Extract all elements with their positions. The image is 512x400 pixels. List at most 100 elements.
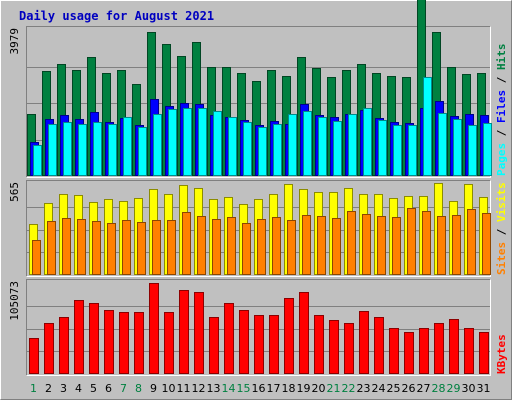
day-label-29: 29 [447, 382, 461, 395]
day-label-13: 13 [207, 382, 221, 395]
day-label-14: 14 [222, 382, 236, 395]
bar-kbytes-kbytes-day-7 [119, 312, 129, 374]
bar-kbytes-kbytes-day-1 [29, 338, 39, 374]
day-label-17: 17 [267, 382, 281, 395]
bar-kbytes-kbytes-day-9 [149, 283, 159, 374]
bar-kbytes-kbytes-day-15 [239, 310, 249, 374]
legend-item-hits: Hits [495, 44, 508, 71]
bar-visits-sites-day-28 [437, 216, 446, 275]
day-label-28: 28 [432, 382, 446, 395]
day-label-19: 19 [297, 382, 311, 395]
day-label-8: 8 [135, 382, 142, 395]
bar-hits-pages-day-9 [153, 114, 162, 176]
panel-visits-bevel-light [26, 180, 491, 277]
bar-kbytes-kbytes-day-22 [344, 323, 354, 374]
legend-separator: / [495, 222, 508, 242]
bar-visits-sites-day-2 [47, 221, 56, 275]
bar-kbytes-kbytes-day-27 [419, 328, 429, 374]
bar-hits-pages-day-28 [438, 113, 447, 176]
bar-visits-sites-day-7 [122, 220, 131, 275]
bar-kbytes-kbytes-day-12 [194, 292, 204, 374]
bar-kbytes-kbytes-day-10 [164, 312, 174, 374]
day-label-22: 22 [342, 382, 356, 395]
day-label-23: 23 [357, 382, 371, 395]
bar-visits-sites-day-29 [452, 215, 461, 275]
bar-kbytes-kbytes-day-31 [479, 332, 489, 374]
bar-visits-sites-day-31 [482, 213, 491, 275]
day-label-21: 21 [327, 382, 341, 395]
bar-visits-sites-day-14 [227, 217, 236, 275]
bar-visits-sites-day-13 [212, 219, 221, 275]
day-label-2: 2 [45, 382, 52, 395]
bar-hits-pages-day-17 [273, 124, 282, 176]
day-label-11: 11 [177, 382, 191, 395]
day-label-30: 30 [462, 382, 476, 395]
panel-kbytes-legend: KBytes [495, 334, 508, 374]
bar-visits-sites-day-19 [302, 215, 311, 275]
bar-hits-pages-day-23 [363, 108, 372, 176]
bar-kbytes-kbytes-day-3 [59, 317, 69, 374]
bar-hits-pages-day-13 [213, 111, 222, 176]
bar-visits-sites-day-26 [407, 208, 416, 275]
day-label-3: 3 [60, 382, 67, 395]
bar-visits-sites-day-30 [467, 209, 476, 275]
panel-kbytes-bevel-dark [26, 279, 491, 376]
bar-visits-sites-day-6 [107, 223, 116, 275]
bar-hits-pages-day-20 [318, 117, 327, 176]
panel-kbytes-bevel-light [26, 279, 491, 376]
chart-panels: 3979 Pages / Files / Hits 565 Sites / Visit… [8, 0, 508, 376]
day-label-6: 6 [105, 382, 112, 395]
bar-visits-sites-day-5 [92, 221, 101, 275]
bar-kbytes-kbytes-day-8 [134, 312, 144, 374]
bar-kbytes-kbytes-day-23 [359, 311, 369, 374]
panel-visits-bevel-dark [26, 180, 491, 277]
bar-hits-pages-day-2 [48, 124, 57, 176]
day-label-1: 1 [30, 382, 37, 395]
day-label-4: 4 [75, 382, 82, 395]
panel-kbytes: 105073 KBytes [8, 279, 508, 376]
day-label-31: 31 [477, 382, 491, 395]
bar-visits-sites-day-3 [62, 218, 71, 275]
bar-hits-pages-day-22 [348, 114, 357, 176]
bar-kbytes-kbytes-day-4 [74, 300, 84, 374]
day-label-7: 7 [120, 382, 127, 395]
bar-visits-sites-day-11 [182, 212, 191, 275]
day-label-15: 15 [237, 382, 251, 395]
panel-hits: 3979 Pages / Files / Hits [8, 0, 508, 178]
bar-kbytes-kbytes-day-28 [434, 323, 444, 374]
bar-hits-pages-day-10 [168, 109, 177, 176]
bar-hits-pages-day-5 [93, 122, 102, 176]
bar-visits-sites-day-16 [257, 219, 266, 275]
bar-visits-sites-day-27 [422, 211, 431, 275]
bar-kbytes-kbytes-day-5 [89, 303, 99, 374]
bar-hits-pages-day-21 [333, 121, 342, 176]
bar-hits-pages-day-27 [423, 77, 432, 176]
bar-visits-sites-day-25 [392, 217, 401, 275]
legend-item-files: Files [495, 90, 508, 123]
legend-item-kbytes: KBytes [495, 334, 508, 374]
bar-kbytes-kbytes-day-20 [314, 315, 324, 374]
bar-visits-sites-day-20 [317, 216, 326, 275]
bar-hits-pages-day-7 [123, 117, 132, 176]
bar-visits-sites-day-23 [362, 214, 371, 275]
day-label-10: 10 [162, 382, 176, 395]
bar-kbytes-kbytes-day-19 [299, 292, 309, 374]
bar-kbytes-kbytes-day-14 [224, 303, 234, 374]
bar-kbytes-kbytes-day-26 [404, 332, 414, 374]
bar-hits-pages-day-25 [393, 125, 402, 176]
bar-kbytes-kbytes-day-18 [284, 298, 294, 374]
bar-kbytes-kbytes-day-30 [464, 328, 474, 374]
bar-hits-pages-day-19 [303, 111, 312, 176]
bar-kbytes-kbytes-day-11 [179, 290, 189, 374]
bar-hits-pages-day-4 [78, 124, 87, 176]
legend-item-pages: Pages [495, 143, 508, 176]
bar-hits-pages-day-29 [453, 119, 462, 176]
bar-kbytes-kbytes-day-29 [449, 319, 459, 374]
legend-item-visits: Visits [495, 182, 508, 222]
day-label-27: 27 [417, 382, 431, 395]
day-label-25: 25 [387, 382, 401, 395]
bar-visits-sites-day-8 [137, 222, 146, 275]
bar-hits-pages-day-26 [408, 125, 417, 176]
